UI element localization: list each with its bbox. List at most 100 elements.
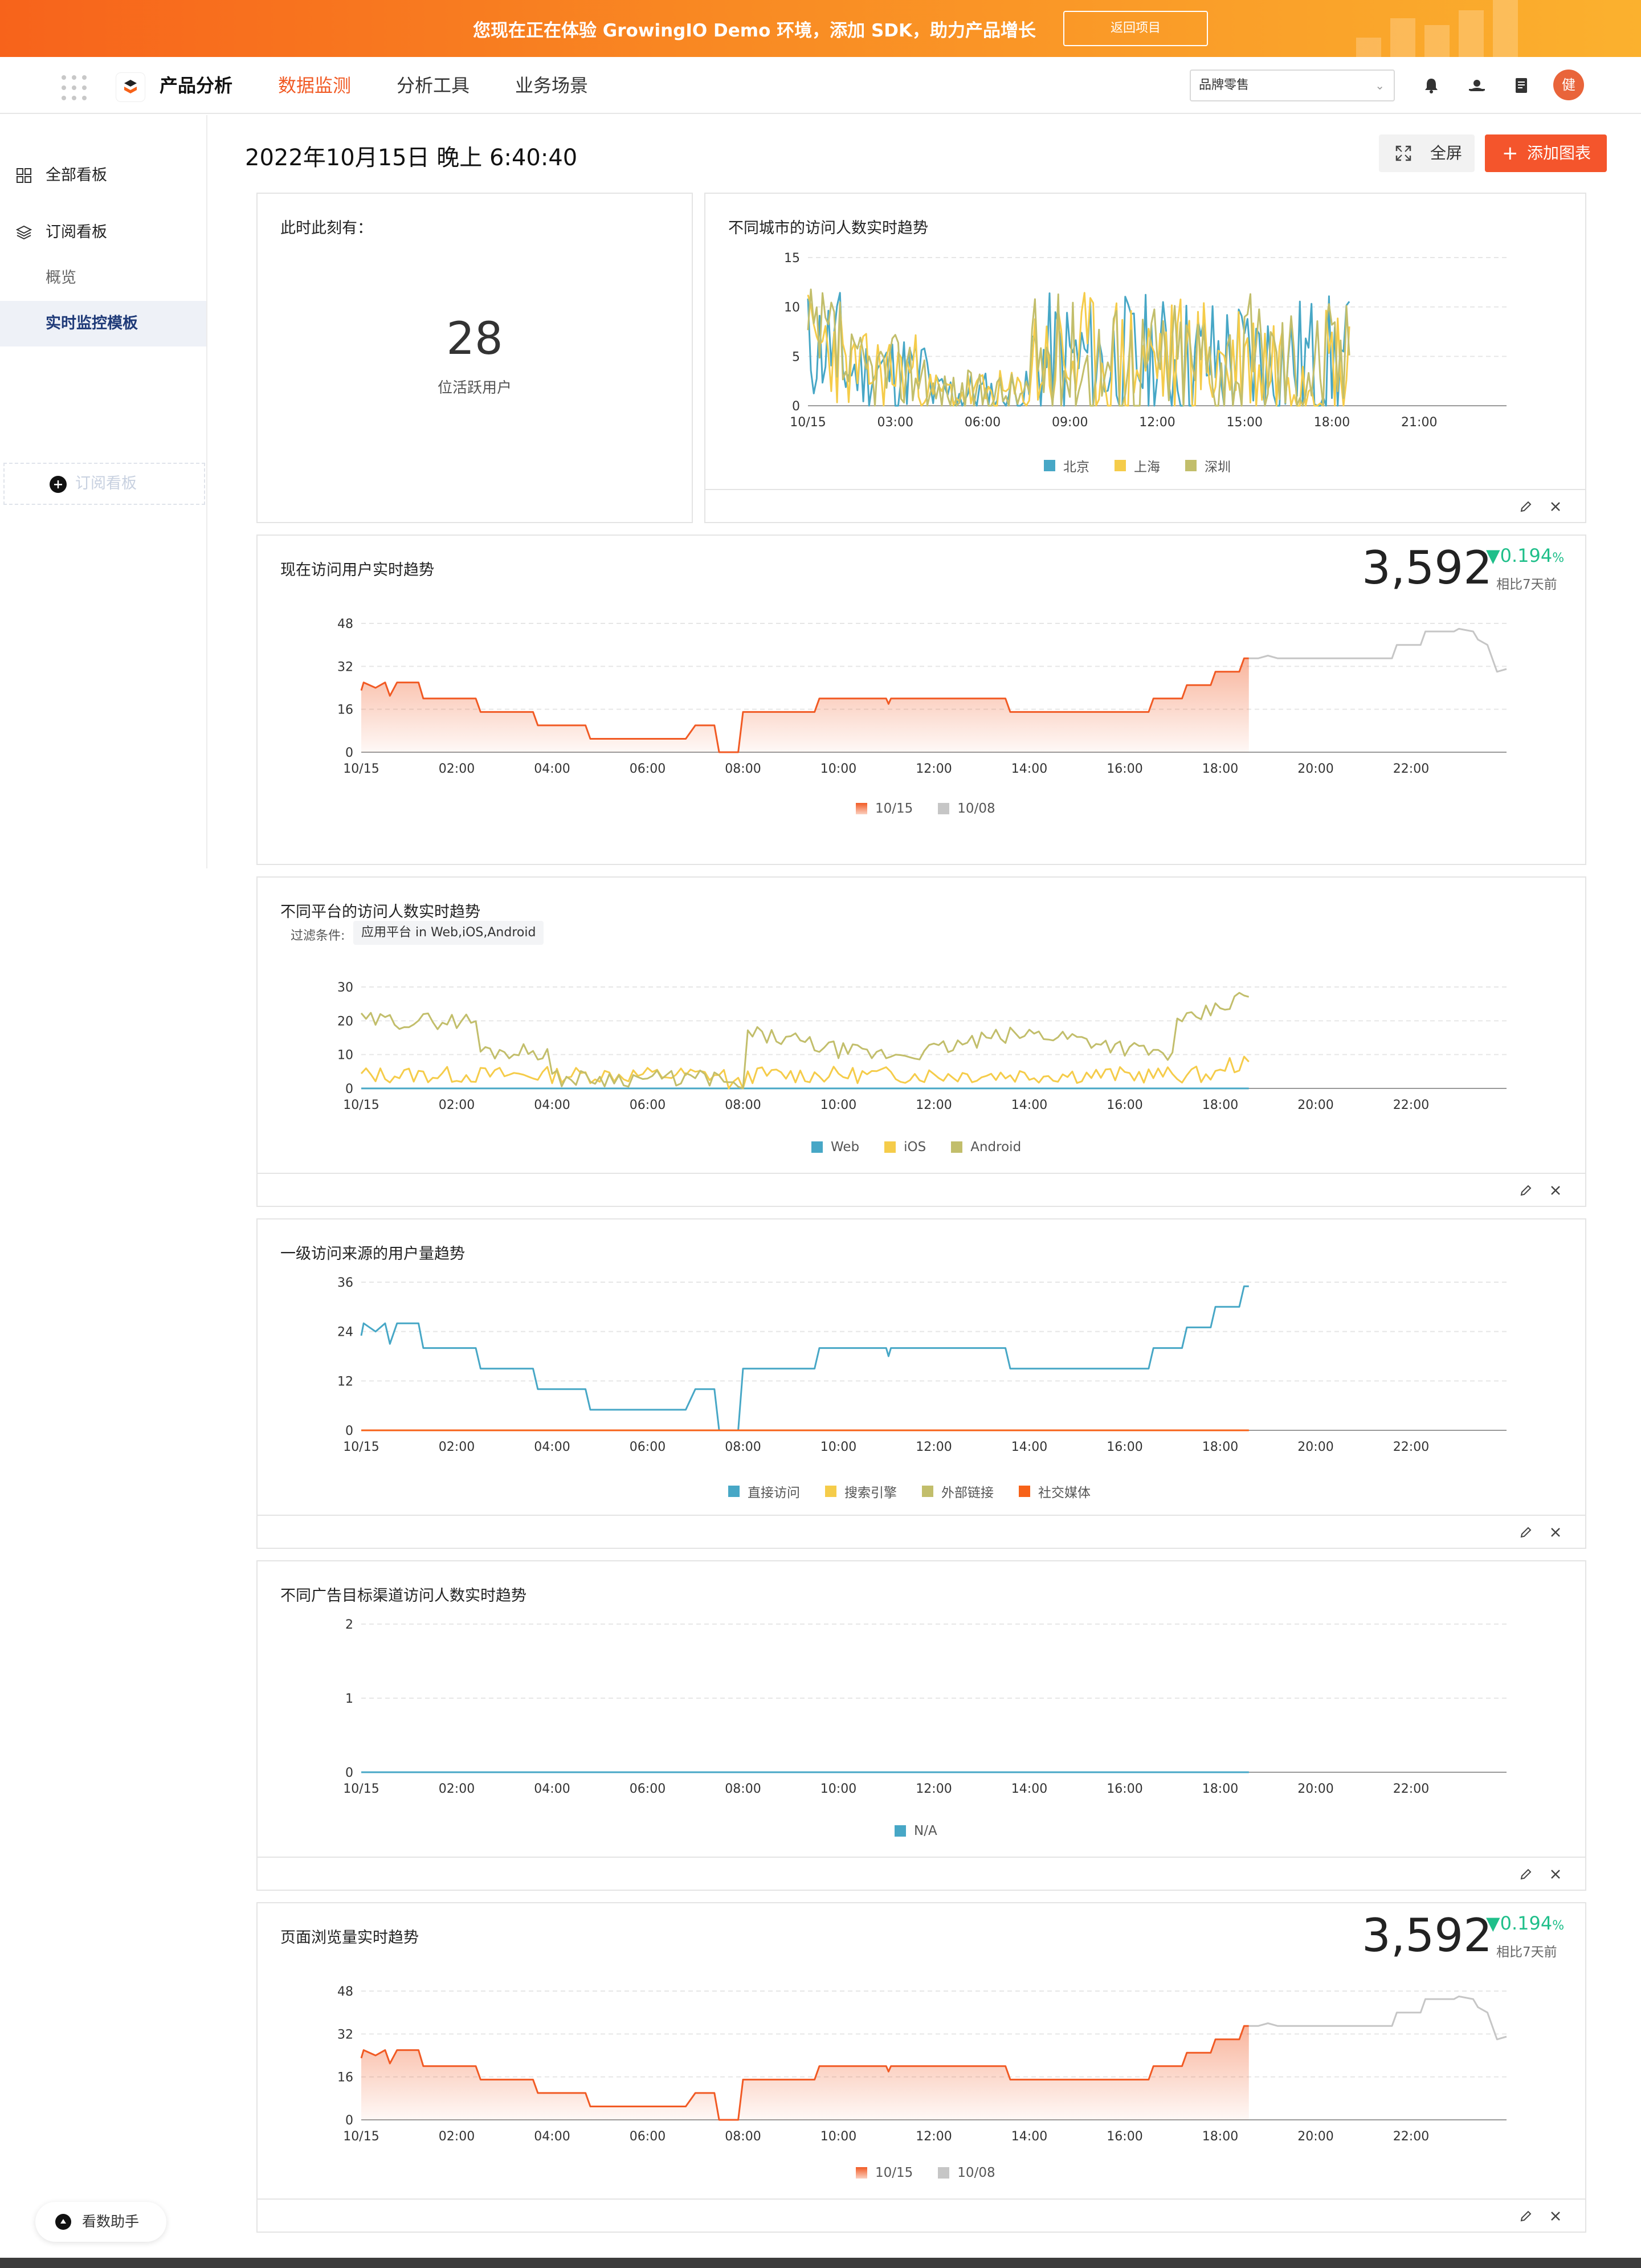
banner-decoration (1493, 0, 1518, 57)
legend-item[interactable]: 社交媒体 (1019, 1482, 1091, 1501)
current-datetime: 2022年10月15日 晚上 6:40:40 (245, 145, 578, 171)
legend-label: Android (970, 1140, 1022, 1155)
x-tick-label: 10:00 (820, 2130, 856, 2144)
y-tick-label: 0 (345, 1424, 353, 1438)
banner-decoration (1459, 10, 1484, 57)
legend-label: N/A (914, 1824, 937, 1838)
legend-swatch (728, 1486, 740, 1497)
close-icon[interactable] (1549, 1184, 1562, 1197)
legend-label: 10/15 (875, 2165, 913, 2180)
down-triangle-icon: ▼ (1486, 1912, 1500, 1934)
legend-item[interactable]: Web (811, 1140, 859, 1155)
sidebar-item-overview[interactable]: 概览 (46, 269, 76, 287)
legend-item[interactable]: 10/15 (856, 801, 913, 816)
app-grid-icon[interactable] (62, 75, 87, 100)
x-tick-label: 16:00 (1107, 1782, 1142, 1796)
legend-item[interactable]: 上海 (1115, 456, 1160, 475)
delta-badge: ▼0.194% (1486, 1912, 1564, 1934)
x-tick-label: 20:00 (1297, 762, 1333, 776)
active-users-caption: 位活跃用户 (437, 380, 512, 397)
banner-decoration (1356, 38, 1381, 57)
series-line-直接访问 (360, 1285, 1249, 1431)
legend-item[interactable]: 10/15 (856, 2165, 913, 2180)
x-tick-label: 12:00 (916, 1782, 952, 1796)
series-line-10/15 (360, 2025, 1249, 2121)
x-tick-label: 22:00 (1393, 1098, 1429, 1112)
x-tick-label: 18:00 (1202, 1098, 1238, 1112)
legend-item[interactable]: 搜索引擎 (825, 1482, 897, 1501)
back-to-project-button[interactable]: 返回项目 (1063, 11, 1208, 46)
sidebar-item-all-boards[interactable]: 全部看板 (0, 153, 206, 198)
edit-icon[interactable] (1519, 1867, 1533, 1881)
close-icon[interactable] (1549, 2209, 1562, 2223)
legend-label: 社交媒体 (1038, 1486, 1091, 1500)
platform-trend-chart: 0 10 20 30 10/15 02:00 04:00 06:00 08:00 10:00 12:… (337, 981, 1507, 1112)
legend-item[interactable]: N/A (895, 1824, 937, 1838)
delta-unit: % (1552, 1919, 1565, 1933)
document-icon[interactable] (1511, 75, 1532, 96)
subscribe-board-button[interactable]: 订阅看板 (3, 463, 205, 505)
sidebar-item-realtime-template[interactable]: 实时监控模板 (0, 301, 206, 346)
chevron-down-icon: ⌄ (1375, 79, 1385, 92)
assistant-icon (55, 2214, 71, 2230)
legend-label: Web (831, 1140, 860, 1155)
avatar[interactable]: 健 (1553, 70, 1584, 100)
close-icon[interactable] (1549, 1525, 1562, 1539)
legend-item[interactable]: 直接访问 (728, 1482, 800, 1501)
add-chart-label: 添加图表 (1527, 144, 1591, 162)
edit-icon[interactable] (1519, 1184, 1533, 1197)
x-tick-label: 04:00 (534, 1098, 570, 1112)
plus-circle-icon (50, 476, 67, 493)
card-footer (258, 1515, 1585, 1548)
x-tick-label: 12:00 (1139, 415, 1175, 430)
legend-label: 上海 (1134, 460, 1160, 475)
add-chart-button[interactable]: + 添加图表 (1485, 134, 1607, 172)
visitor-trend-card: 现在访问用户实时趋势 3,592 ▼0.194% 相比7天前 0 16 32 48 10… (256, 535, 1586, 865)
legend-item[interactable]: 外部链接 (922, 1482, 994, 1501)
legend-item[interactable]: 10/08 (938, 801, 995, 816)
x-tick-label: 14:00 (1011, 1440, 1047, 1454)
close-icon[interactable] (1549, 500, 1562, 513)
x-tick-label: 18:00 (1202, 1782, 1238, 1796)
fullscreen-button[interactable]: 全屏 (1379, 134, 1475, 172)
x-tick-label: 16:00 (1107, 2130, 1142, 2144)
close-icon[interactable] (1549, 1867, 1562, 1881)
x-tick-label: 02:00 (439, 1098, 475, 1112)
fullscreen-icon (1395, 145, 1411, 161)
y-tick-label: 1 (345, 1692, 353, 1706)
card-title: 不同平台的访问人数实时趋势 (280, 903, 480, 921)
nav-analysis-tools[interactable]: 分析工具 (397, 75, 470, 96)
x-tick-label: 14:00 (1011, 2130, 1047, 2144)
data-assistant-button[interactable]: 看数助手 (35, 2202, 166, 2242)
nav-data-monitoring[interactable]: 数据监测 (278, 75, 352, 96)
product-name: 产品分析 (160, 75, 233, 96)
legend-item[interactable]: 北京 (1044, 456, 1089, 475)
x-tick-label: 20:00 (1297, 2130, 1333, 2144)
user-center-icon[interactable] (1467, 75, 1487, 96)
x-tick-label: 10/15 (790, 415, 826, 430)
x-tick-label: 04:00 (534, 1440, 570, 1454)
edit-icon[interactable] (1519, 500, 1533, 513)
edit-icon[interactable] (1519, 1525, 1533, 1539)
card-footer (705, 489, 1585, 522)
sidebar-item-subscribed-boards[interactable]: 订阅看板 (0, 210, 206, 255)
chart-legend: 直接访问 搜索引擎 外部链接 社交媒体 (728, 1482, 1091, 1501)
edit-icon[interactable] (1519, 2209, 1533, 2223)
bell-icon[interactable] (1421, 75, 1442, 96)
legend-item[interactable]: iOS (884, 1140, 926, 1155)
project-select[interactable]: 品牌零售 ⌄ (1190, 70, 1395, 101)
nav-business-scenarios[interactable]: 业务场景 (515, 75, 589, 96)
x-tick-label: 06:00 (630, 1098, 666, 1112)
y-tick-label: 20 (337, 1014, 353, 1029)
city-trend-card: 不同城市的访问人数实时趋势 0 5 10 15 10/15 03:00 06:00 09:00… (704, 193, 1586, 523)
x-tick-label: 02:00 (439, 762, 475, 776)
legend-item[interactable]: 10/08 (938, 2165, 995, 2180)
y-tick-label: 0 (345, 1082, 353, 1096)
series-line-10/15 (360, 657, 1249, 753)
visitor-trend-chart: 0 16 32 48 10/15 02:00 04:00 06:00 08:00 10:00 12:… (337, 617, 1507, 776)
legend-item[interactable]: Android (951, 1140, 1021, 1155)
x-tick-label: 12:00 (916, 1098, 952, 1112)
legend-item[interactable]: 深圳 (1185, 456, 1231, 475)
bottom-bar (0, 2258, 1641, 2268)
series-area-10/15 (361, 658, 1249, 752)
